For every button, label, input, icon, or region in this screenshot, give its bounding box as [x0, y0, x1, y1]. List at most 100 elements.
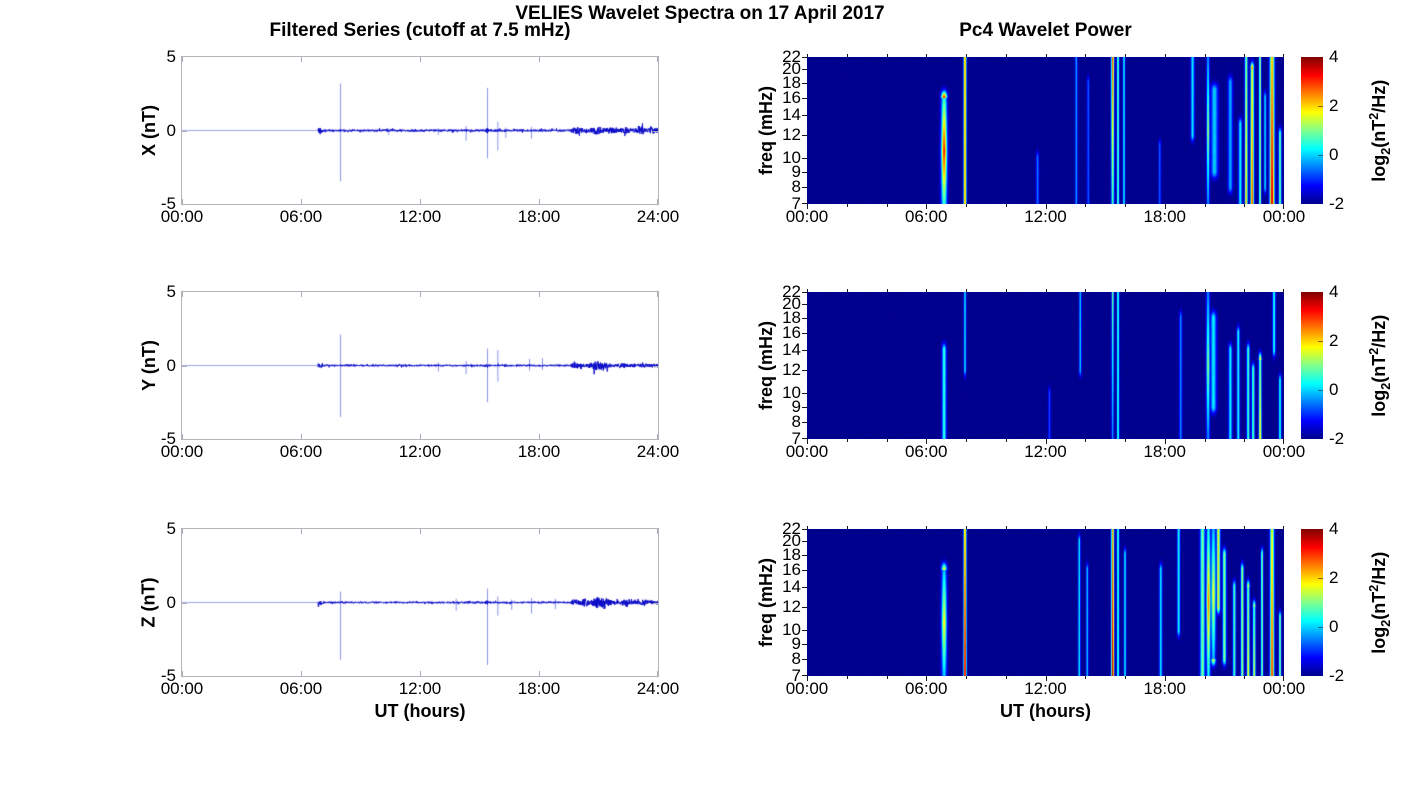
tick-mark — [539, 292, 540, 297]
colorbar-tick-label: 0 — [1329, 617, 1339, 636]
x-tick-label: 06:00 — [279, 679, 323, 698]
tick-mark — [802, 644, 807, 645]
x-tick-label: 00:00 — [1262, 207, 1306, 226]
tick-mark — [802, 438, 807, 439]
x-tick-label: 00:00 — [160, 442, 204, 461]
y-tick-label: 5 — [166, 519, 176, 538]
freq-tick-label: 16 — [782, 559, 801, 579]
minor-tick-mark — [887, 676, 888, 679]
tick-mark — [802, 57, 807, 58]
tick-mark — [802, 83, 807, 84]
tick-mark — [1283, 676, 1284, 681]
tick-mark — [301, 57, 302, 62]
tick-mark — [182, 199, 183, 204]
y-tick-label: 0 — [166, 592, 176, 612]
minor-tick-mark — [1006, 204, 1007, 207]
tick-mark — [420, 292, 421, 297]
tick-mark — [420, 57, 421, 62]
z-wavelet-colorbar — [1301, 529, 1323, 676]
minor-tick-mark — [847, 204, 848, 207]
y-tick-label: 5 — [166, 282, 176, 301]
x-tick-label: 18:00 — [517, 207, 561, 226]
minor-tick-mark — [1085, 54, 1086, 57]
x-tick-label: 24:00 — [636, 442, 680, 461]
colorbar-axis-label-y: log2(nT2/Hz) — [1367, 314, 1393, 417]
tick-mark — [807, 204, 808, 209]
tick-mark — [1283, 439, 1284, 444]
tick-mark — [802, 393, 807, 394]
tick-mark — [802, 187, 807, 188]
tick-mark — [301, 199, 302, 204]
tick-mark — [802, 158, 807, 159]
z-series-plot — [181, 528, 659, 677]
minor-tick-mark — [847, 54, 848, 57]
x-tick-label: 12:00 — [1024, 442, 1067, 461]
y-tick-label: -5 — [160, 194, 176, 213]
tick-mark — [657, 199, 658, 204]
tick-mark — [301, 671, 302, 676]
colorbar-gradient — [1301, 529, 1323, 676]
tick-mark — [802, 555, 807, 556]
tick-mark — [182, 602, 187, 604]
tick-mark — [1318, 341, 1323, 342]
minor-tick-mark — [1125, 204, 1126, 207]
tick-mark — [301, 292, 302, 297]
y-wavelet-plot — [807, 292, 1284, 439]
tick-mark — [802, 304, 807, 305]
minor-tick-mark — [847, 526, 848, 529]
tick-mark — [802, 203, 807, 204]
minor-tick-mark — [1205, 439, 1206, 442]
minor-tick-mark — [966, 204, 967, 207]
tick-mark — [802, 630, 807, 631]
freq-tick-label: 14 — [782, 577, 801, 597]
minor-tick-mark — [1006, 676, 1007, 679]
tick-mark — [1165, 439, 1166, 444]
tick-mark — [802, 69, 807, 70]
x-tick-label: 06:00 — [904, 679, 948, 698]
x-tick-label: 18:00 — [517, 679, 561, 698]
x-tick-label: 00:00 — [1262, 679, 1306, 698]
freq-tick-label: 10 — [782, 148, 801, 168]
tick-mark — [926, 439, 927, 444]
colorbar-tick-label: 0 — [1329, 380, 1339, 399]
tick-mark — [420, 529, 421, 534]
x-series-canvas — [182, 57, 658, 204]
x-tick-label: 18:00 — [517, 442, 561, 461]
minor-tick-mark — [1006, 289, 1007, 292]
tick-mark — [1283, 54, 1284, 57]
tick-mark — [1283, 526, 1284, 529]
freq-tick-label: 16 — [782, 322, 801, 342]
tick-mark — [926, 204, 927, 209]
freq-tick-label: 16 — [782, 87, 801, 107]
tick-mark — [653, 130, 658, 132]
x-tick-label: 00:00 — [160, 679, 204, 698]
x-wavelet-plot — [807, 57, 1284, 204]
freq-tick-label: 7 — [791, 194, 801, 213]
tick-mark — [926, 526, 927, 529]
tick-mark — [1046, 289, 1047, 292]
minor-tick-mark — [887, 439, 888, 442]
x-tick-label: 18:00 — [1143, 442, 1187, 461]
x-wavelet-canvas — [807, 57, 1284, 204]
figure-title: VELIES Wavelet Spectra on 17 April 2017 — [515, 3, 885, 24]
tick-mark — [1318, 390, 1323, 391]
x-tick-label: 12:00 — [398, 679, 442, 698]
tick-mark — [420, 671, 421, 676]
z-series-canvas — [182, 529, 658, 676]
tick-mark — [539, 199, 540, 204]
tick-mark — [807, 54, 808, 57]
x-tick-label: 06:00 — [279, 442, 323, 461]
minor-tick-mark — [1205, 526, 1206, 529]
x-tick-label: 06:00 — [904, 207, 948, 226]
tick-mark — [1046, 204, 1047, 209]
freq-tick-label: 18 — [782, 72, 801, 92]
tick-mark — [926, 289, 927, 292]
tick-mark — [802, 370, 807, 371]
tick-mark — [1318, 155, 1323, 156]
y-tick-label: 5 — [166, 47, 176, 66]
tick-mark — [182, 130, 187, 132]
colorbar-axis-label-z: log2(nT2/Hz) — [1367, 551, 1393, 654]
tick-mark — [1165, 676, 1166, 681]
tick-mark — [1046, 676, 1047, 681]
